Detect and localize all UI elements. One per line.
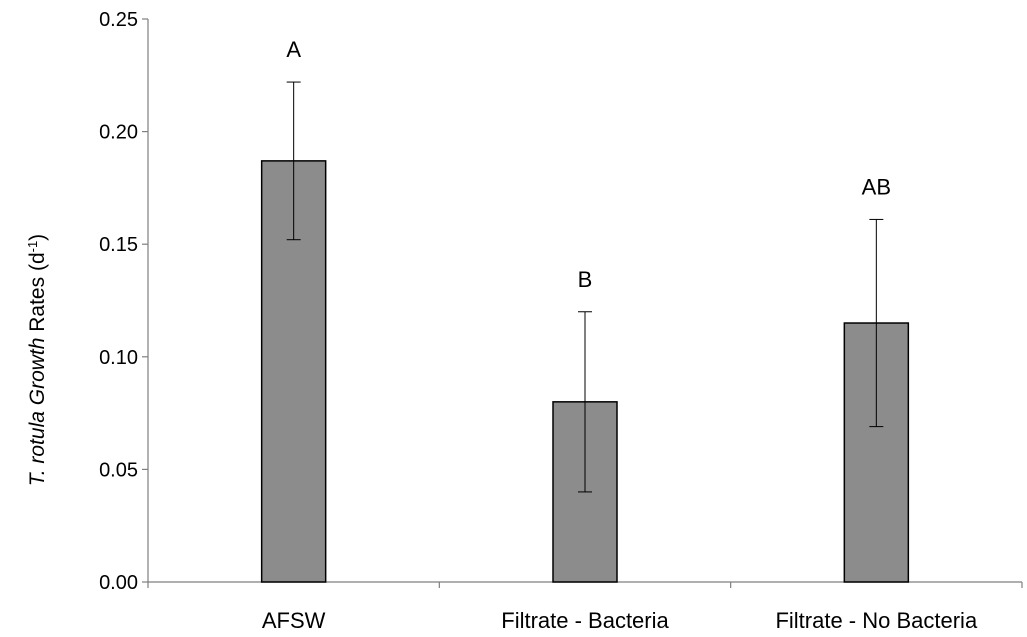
y-axis-title-text: Rates (d [26,252,49,337]
x-category-label: Filtrate - Bacteria [501,608,669,633]
plot-area: 0.00 0.05 0.10 0.15 0.20 0.25 A AFSW B Filtrate -… [99,9,1023,633]
x-category-label: Filtrate - No Bacteria [775,608,977,633]
y-tick-label: 0.15 [99,234,138,256]
x-category-label: AFSW [262,608,326,633]
significance-label: A [286,37,301,62]
significance-label: AB [862,174,891,199]
y-axis-title-closing: ) [26,234,49,241]
y-tick-label: 0.25 [99,9,138,31]
y-axis-title-superscript: -1 [25,241,40,253]
y-tick-label: 0.10 [99,347,138,369]
y-tick-label: 0.00 [99,572,138,594]
svg-text:T. rotula Growth Rates (d-1): T. rotula Growth Rates (d-1) [25,234,50,486]
y-axis-title-italic: T. rotula Growth [26,338,49,487]
y-tick-label: 0.05 [99,459,138,481]
y-axis-title: T. rotula Growth Rates (d-1) [25,234,50,486]
significance-label: B [578,267,593,292]
y-tick-label: 0.20 [99,122,138,144]
